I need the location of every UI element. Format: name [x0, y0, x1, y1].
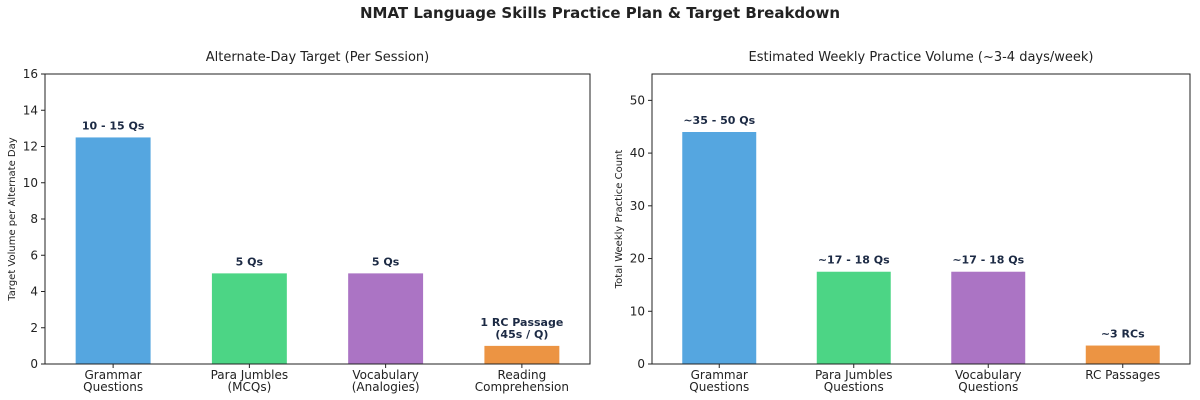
y-tick-label: 6 — [30, 248, 38, 262]
value-label: 10 - 15 Qs — [82, 119, 145, 132]
y-tick-label: 16 — [23, 67, 38, 81]
bar — [75, 137, 151, 364]
y-tick-label: 30 — [630, 199, 645, 213]
y-tick-label: 0 — [637, 357, 645, 371]
y-tick-label: 0 — [30, 357, 38, 371]
x-tick-label: Grammar Questions — [83, 368, 143, 394]
bar — [484, 345, 560, 364]
y-tick-label: 50 — [630, 93, 645, 107]
value-label: 5 Qs — [372, 255, 400, 268]
y-tick-label: 40 — [630, 146, 645, 160]
bar — [682, 132, 757, 364]
bar — [348, 273, 424, 364]
y-tick-label: 20 — [630, 252, 645, 266]
x-tick-label: Para Jumbles Questions — [815, 368, 893, 394]
x-tick-label: Vocabulary Questions — [955, 368, 1022, 394]
y-tick-label: 14 — [23, 103, 38, 117]
x-tick-label: Reading Comprehension — [475, 368, 569, 394]
x-tick-label: Para Jumbles (MCQs) — [211, 368, 289, 394]
value-label: ~17 - 18 Qs — [818, 254, 890, 267]
bar — [211, 273, 287, 364]
y-axis-label: Total Weekly Practice Count — [614, 150, 625, 290]
y-tick-label: 10 — [630, 304, 645, 318]
value-label: ~35 - 50 Qs — [683, 114, 755, 127]
x-tick-label: Vocabulary (Analogies) — [352, 368, 420, 394]
bar — [816, 271, 891, 364]
y-tick-label: 4 — [30, 285, 38, 299]
value-label: ~3 RCs — [1101, 328, 1145, 341]
bar — [1085, 345, 1160, 364]
plot-frame — [651, 73, 1191, 365]
y-tick-label: 12 — [23, 140, 38, 154]
y-tick-label: 10 — [23, 176, 38, 190]
figure-title: NMAT Language Skills Practice Plan & Tar… — [360, 4, 840, 22]
value-label: 1 RC Passage (45s / Q) — [480, 316, 563, 341]
y-tick-label: 2 — [30, 321, 38, 335]
x-tick-label: RC Passages — [1085, 368, 1160, 382]
value-label: ~17 - 18 Qs — [952, 254, 1024, 267]
plot-frame — [44, 73, 591, 365]
y-tick-label: 8 — [30, 212, 38, 226]
x-tick-label: Grammar Questions — [689, 368, 749, 394]
value-label: 5 Qs — [236, 255, 264, 268]
chart-title: Alternate-Day Target (Per Session) — [206, 50, 429, 65]
y-axis-label: Target Volume per Alternate Day — [7, 137, 18, 301]
bar — [951, 271, 1026, 364]
chart-title: Estimated Weekly Practice Volume (~3-4 d… — [748, 50, 1093, 65]
